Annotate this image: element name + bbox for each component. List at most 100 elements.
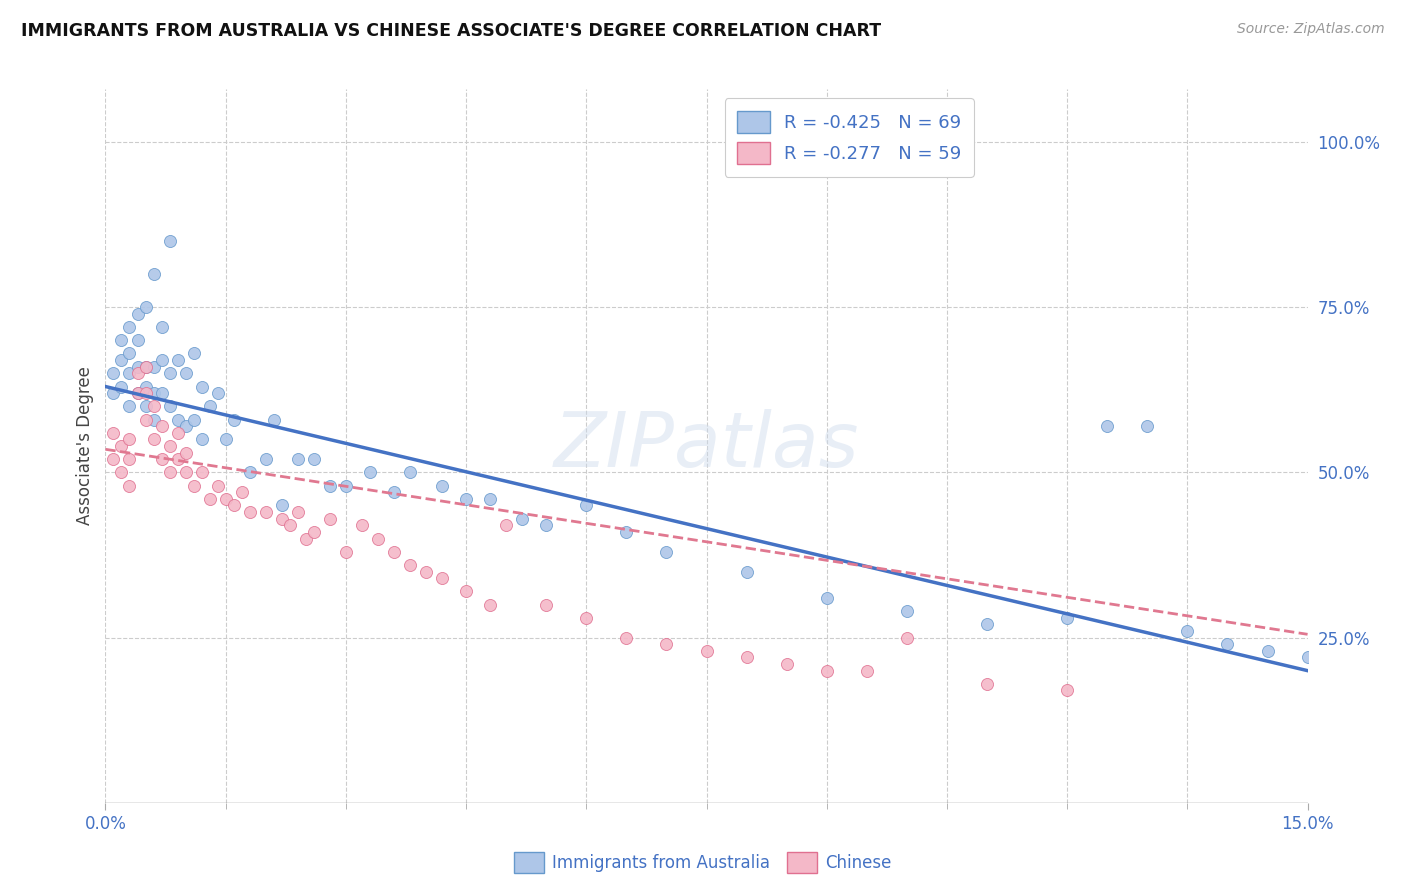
Point xyxy=(174,445,197,459)
Point xyxy=(239,466,262,480)
Point xyxy=(735,650,758,665)
Text: IMMIGRANTS FROM AUSTRALIA VS CHINESE ASSOCIATE'S DEGREE CORRELATION CHART: IMMIGRANTS FROM AUSTRALIA VS CHINESE ASS… xyxy=(21,22,882,40)
Point xyxy=(855,664,877,678)
Point xyxy=(150,419,173,434)
Point xyxy=(118,452,141,467)
Legend: R = -0.425   N = 69, R = -0.277   N = 59: R = -0.425 N = 69, R = -0.277 N = 59 xyxy=(724,98,974,177)
Point xyxy=(430,478,453,492)
Point xyxy=(1216,637,1239,651)
Point xyxy=(166,353,188,368)
Point xyxy=(142,412,165,426)
Point xyxy=(150,386,173,401)
Point xyxy=(127,333,149,347)
Point xyxy=(1056,683,1078,698)
Point xyxy=(110,439,132,453)
Point xyxy=(479,598,502,612)
Point xyxy=(190,466,212,480)
Point xyxy=(495,518,517,533)
Point xyxy=(1177,624,1199,638)
Point xyxy=(166,412,188,426)
Point xyxy=(214,433,236,447)
Point xyxy=(1097,419,1119,434)
Point xyxy=(174,419,197,434)
Point xyxy=(454,584,477,599)
Point xyxy=(319,511,342,525)
Point xyxy=(302,524,325,539)
Point xyxy=(302,452,325,467)
Point xyxy=(190,433,212,447)
Point xyxy=(183,412,205,426)
Point xyxy=(118,433,141,447)
Point xyxy=(142,267,165,281)
Point xyxy=(655,637,678,651)
Point xyxy=(815,664,838,678)
Point xyxy=(1296,650,1319,665)
Point xyxy=(776,657,799,671)
Point xyxy=(616,631,638,645)
Legend: Immigrants from Australia, Chinese: Immigrants from Australia, Chinese xyxy=(508,846,898,880)
Point xyxy=(430,571,453,585)
Point xyxy=(616,524,638,539)
Point xyxy=(198,400,221,414)
Point xyxy=(263,412,285,426)
Point xyxy=(118,320,141,334)
Point xyxy=(359,466,381,480)
Point xyxy=(319,478,342,492)
Point xyxy=(399,466,422,480)
Point xyxy=(159,234,181,248)
Point xyxy=(174,466,197,480)
Point xyxy=(896,631,918,645)
Point xyxy=(110,379,132,393)
Point xyxy=(479,491,502,506)
Point xyxy=(174,367,197,381)
Point xyxy=(270,511,292,525)
Point xyxy=(295,532,318,546)
Point xyxy=(239,505,262,519)
Point xyxy=(896,604,918,618)
Point xyxy=(127,307,149,321)
Point xyxy=(815,591,838,605)
Point xyxy=(454,491,477,506)
Point xyxy=(159,466,181,480)
Point xyxy=(118,367,141,381)
Point xyxy=(159,367,181,381)
Point xyxy=(190,379,212,393)
Point xyxy=(135,412,157,426)
Point xyxy=(367,532,389,546)
Point xyxy=(135,359,157,374)
Point xyxy=(1056,611,1078,625)
Point xyxy=(118,478,141,492)
Point xyxy=(150,353,173,368)
Point xyxy=(127,386,149,401)
Point xyxy=(655,545,678,559)
Point xyxy=(103,386,125,401)
Point xyxy=(399,558,422,572)
Point xyxy=(976,617,998,632)
Point xyxy=(335,478,357,492)
Text: Source: ZipAtlas.com: Source: ZipAtlas.com xyxy=(1237,22,1385,37)
Point xyxy=(159,439,181,453)
Point xyxy=(207,478,229,492)
Y-axis label: Associate's Degree: Associate's Degree xyxy=(76,367,94,525)
Point xyxy=(382,485,405,500)
Point xyxy=(103,425,125,440)
Point xyxy=(1257,644,1279,658)
Point xyxy=(118,346,141,360)
Point xyxy=(127,367,149,381)
Point xyxy=(135,379,157,393)
Point xyxy=(254,452,277,467)
Point xyxy=(142,359,165,374)
Point xyxy=(335,545,357,559)
Point xyxy=(222,499,245,513)
Point xyxy=(183,478,205,492)
Point xyxy=(534,598,557,612)
Point xyxy=(382,545,405,559)
Point xyxy=(183,346,205,360)
Point xyxy=(135,300,157,314)
Point xyxy=(575,611,598,625)
Point xyxy=(118,400,141,414)
Point xyxy=(287,452,309,467)
Point xyxy=(110,333,132,347)
Point xyxy=(214,491,236,506)
Point xyxy=(198,491,221,506)
